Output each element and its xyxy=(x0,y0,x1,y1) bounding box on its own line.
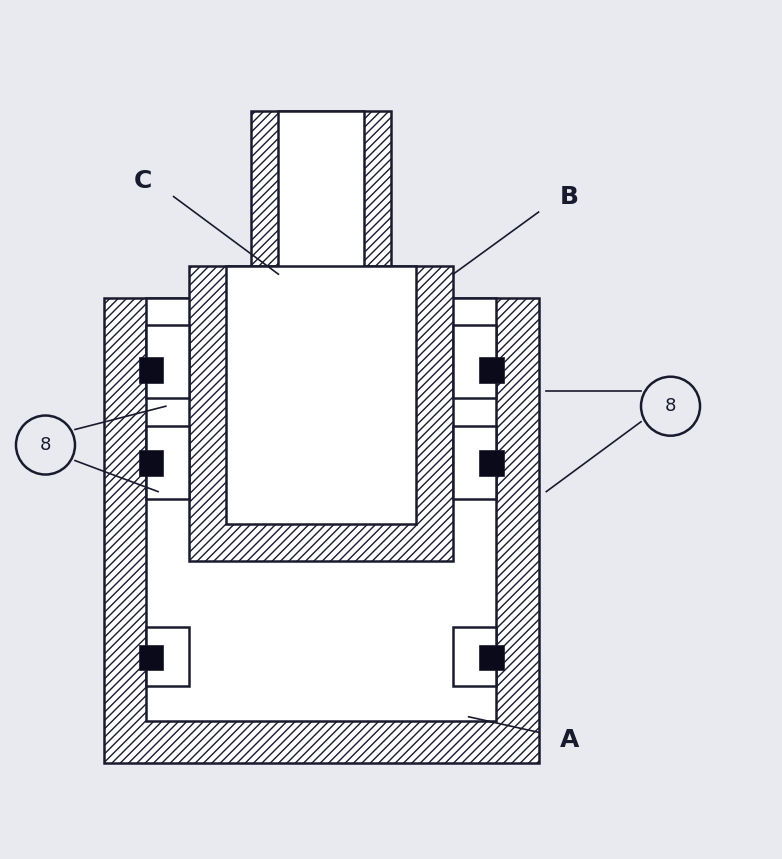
Bar xyxy=(453,325,496,399)
Bar xyxy=(104,297,539,764)
Text: C: C xyxy=(134,169,152,193)
Bar xyxy=(146,325,189,399)
Bar xyxy=(479,644,504,670)
Text: A: A xyxy=(560,728,579,752)
Bar xyxy=(104,297,539,764)
Bar xyxy=(138,644,163,670)
Bar xyxy=(278,111,364,297)
Text: 8: 8 xyxy=(665,397,676,415)
Bar xyxy=(146,425,189,499)
Bar xyxy=(479,450,504,476)
Bar xyxy=(138,357,163,383)
Bar xyxy=(189,266,453,562)
Bar xyxy=(453,627,496,685)
Bar xyxy=(189,266,453,562)
Bar xyxy=(138,450,163,476)
Bar xyxy=(251,111,391,297)
Bar xyxy=(479,357,504,383)
Text: 8: 8 xyxy=(40,436,51,454)
Text: B: B xyxy=(560,185,579,209)
Bar xyxy=(453,425,496,499)
Bar xyxy=(251,111,391,297)
Bar xyxy=(227,266,416,524)
Bar xyxy=(146,297,496,721)
Bar xyxy=(146,627,189,685)
